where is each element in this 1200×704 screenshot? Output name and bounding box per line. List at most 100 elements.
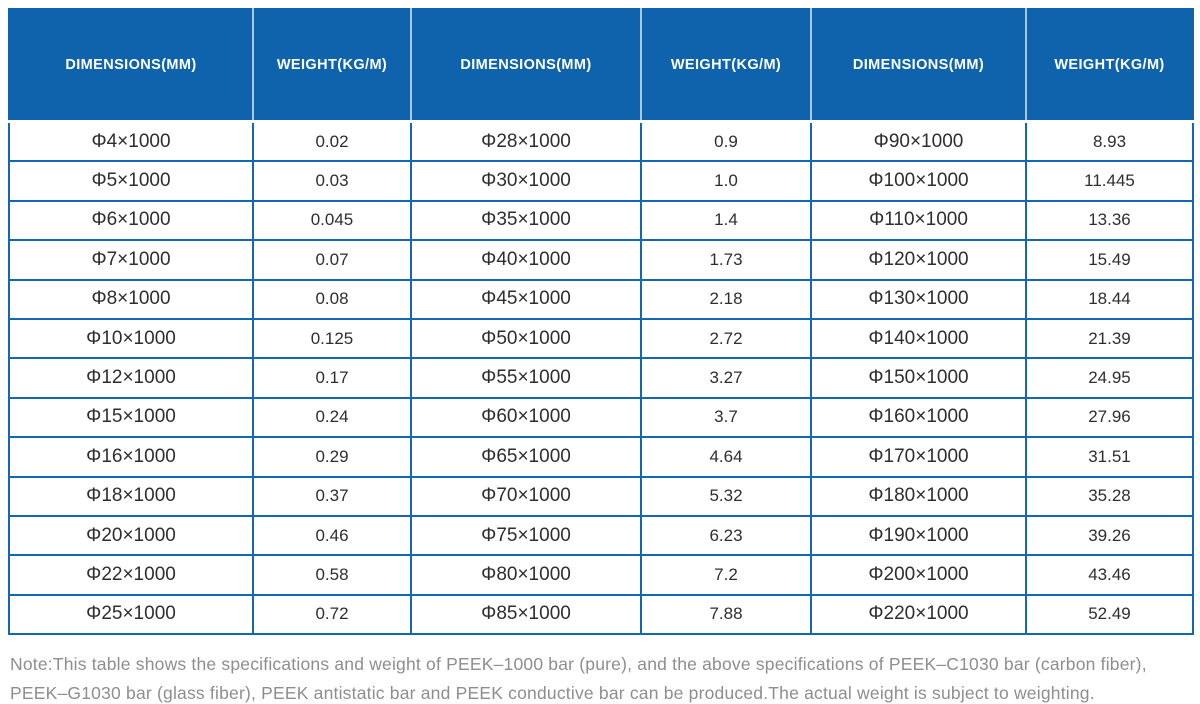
dimensions-cell: Φ25×1000 — [8, 593, 254, 636]
dimensions-cell: Φ170×1000 — [810, 436, 1027, 478]
weight-cell: 0.9 — [640, 120, 812, 163]
weight-cell: 39.26 — [1025, 514, 1194, 557]
weight-cell: 35.28 — [1025, 475, 1194, 517]
dimensions-cell: Φ100×1000 — [810, 160, 1027, 202]
dimensions-cell: Φ6×1000 — [8, 199, 254, 242]
dimensions-cell: Φ120×1000 — [810, 239, 1027, 281]
dimensions-cell: Φ150×1000 — [810, 357, 1027, 399]
dimensions-cell: Φ55×1000 — [410, 357, 642, 399]
table-row: Φ15×1000 0.24 Φ60×1000 3.7 Φ160×1000 27.96 — [8, 396, 1194, 439]
weight-cell: 4.64 — [640, 436, 812, 478]
dimensions-cell: Φ110×1000 — [810, 199, 1027, 242]
dimensions-cell: Φ190×1000 — [810, 514, 1027, 557]
table-row: Φ5×1000 0.03 Φ30×1000 1.0 Φ100×1000 11.445 — [8, 160, 1194, 202]
table-row: Φ10×1000 0.125 Φ50×1000 2.72 Φ140×1000 21.39 — [8, 317, 1194, 360]
weight-cell: 0.08 — [252, 278, 412, 320]
dimensions-cell: Φ90×1000 — [810, 120, 1027, 163]
table-row: Φ25×1000 0.72 Φ85×1000 7.88 Φ220×1000 52.49 — [8, 593, 1194, 636]
dimensions-cell: Φ50×1000 — [410, 317, 642, 360]
dimensions-cell: Φ16×1000 — [8, 436, 254, 478]
weight-cell: 24.95 — [1025, 357, 1194, 399]
weight-cell: 1.4 — [640, 199, 812, 242]
column-header-dimensions-2: DIMENSIONS(MM) — [411, 8, 642, 123]
dimensions-cell: Φ30×1000 — [410, 160, 642, 202]
dimensions-cell: Φ130×1000 — [810, 278, 1027, 320]
dimensions-cell: Φ18×1000 — [8, 475, 254, 517]
table-row: Φ16×1000 0.29 Φ65×1000 4.64 Φ170×1000 31.51 — [8, 436, 1194, 478]
weight-cell: 0.37 — [252, 475, 412, 517]
weight-cell: 3.7 — [640, 396, 812, 439]
dimensions-cell: Φ200×1000 — [810, 554, 1027, 596]
table-row: Φ8×1000 0.08 Φ45×1000 2.18 Φ130×1000 18.44 — [8, 278, 1194, 320]
weight-cell: 0.045 — [252, 199, 412, 242]
weight-cell: 7.2 — [640, 554, 812, 596]
dimensions-cell: Φ4×1000 — [8, 120, 254, 163]
dimensions-cell: Φ140×1000 — [810, 317, 1027, 360]
weight-cell: 0.29 — [252, 436, 412, 478]
dimensions-cell: Φ80×1000 — [410, 554, 642, 596]
weight-cell: 2.18 — [640, 278, 812, 320]
dimensions-cell: Φ220×1000 — [810, 593, 1027, 636]
dimensions-cell: Φ35×1000 — [410, 199, 642, 242]
dimensions-cell: Φ5×1000 — [8, 160, 254, 202]
weight-cell: 0.24 — [252, 396, 412, 439]
weight-cell: 27.96 — [1025, 396, 1194, 439]
weight-cell: 0.72 — [252, 593, 412, 636]
weight-cell: 18.44 — [1025, 278, 1194, 320]
table-row: Φ18×1000 0.37 Φ70×1000 5.32 Φ180×1000 35.28 — [8, 475, 1194, 517]
weight-cell: 0.07 — [252, 239, 412, 281]
dimensions-cell: Φ65×1000 — [410, 436, 642, 478]
table-note: Note:This table shows the specifications… — [10, 650, 1190, 704]
weight-cell: 21.39 — [1025, 317, 1194, 360]
dimensions-cell: Φ12×1000 — [8, 357, 254, 399]
dimensions-cell: Φ22×1000 — [8, 554, 254, 596]
dimensions-cell: Φ10×1000 — [8, 317, 254, 360]
weight-cell: 8.93 — [1025, 120, 1194, 163]
weight-cell: 2.72 — [640, 317, 812, 360]
peek-bar-spec-table: DIMENSIONS(MM) WEIGHT(KG/M) DIMENSIONS(M… — [8, 8, 1194, 636]
dimensions-cell: Φ15×1000 — [8, 396, 254, 439]
table-row: Φ20×1000 0.46 Φ75×1000 6.23 Φ190×1000 39.26 — [8, 514, 1194, 557]
dimensions-cell: Φ160×1000 — [810, 396, 1027, 439]
dimensions-cell: Φ40×1000 — [410, 239, 642, 281]
dimensions-cell: Φ20×1000 — [8, 514, 254, 557]
table-row: Φ7×1000 0.07 Φ40×1000 1.73 Φ120×1000 15.49 — [8, 239, 1194, 281]
weight-cell: 11.445 — [1025, 160, 1194, 202]
weight-cell: 3.27 — [640, 357, 812, 399]
dimensions-cell: Φ180×1000 — [810, 475, 1027, 517]
column-header-dimensions-3: DIMENSIONS(MM) — [811, 8, 1027, 123]
weight-cell: 0.17 — [252, 357, 412, 399]
dimensions-cell: Φ28×1000 — [410, 120, 642, 163]
weight-cell: 6.23 — [640, 514, 812, 557]
weight-cell: 0.03 — [252, 160, 412, 202]
column-header-weight-3: WEIGHT(KG/M) — [1026, 8, 1194, 123]
table-row: Φ12×1000 0.17 Φ55×1000 3.27 Φ150×1000 24.95 — [8, 357, 1194, 399]
weight-cell: 1.0 — [640, 160, 812, 202]
dimensions-cell: Φ70×1000 — [410, 475, 642, 517]
weight-cell: 31.51 — [1025, 436, 1194, 478]
weight-cell: 13.36 — [1025, 199, 1194, 242]
weight-cell: 52.49 — [1025, 593, 1194, 636]
note-line-1: Note:This table shows the specifications… — [10, 654, 1147, 675]
weight-cell: 15.49 — [1025, 239, 1194, 281]
weight-cell: 7.88 — [640, 593, 812, 636]
note-line-2: PEEK–G1030 bar (glass fiber), PEEK antis… — [10, 683, 1095, 704]
column-header-weight-2: WEIGHT(KG/M) — [641, 8, 812, 123]
table-row: Φ22×1000 0.58 Φ80×1000 7.2 Φ200×1000 43.46 — [8, 554, 1194, 596]
column-header-weight-1: WEIGHT(KG/M) — [253, 8, 412, 123]
weight-cell: 0.58 — [252, 554, 412, 596]
weight-cell: 0.46 — [252, 514, 412, 557]
weight-cell: 1.73 — [640, 239, 812, 281]
table-row: Φ6×1000 0.045 Φ35×1000 1.4 Φ110×1000 13.36 — [8, 199, 1194, 242]
dimensions-cell: Φ45×1000 — [410, 278, 642, 320]
table-header-row: DIMENSIONS(MM) WEIGHT(KG/M) DIMENSIONS(M… — [8, 8, 1194, 123]
weight-cell: 0.125 — [252, 317, 412, 360]
table-row: Φ4×1000 0.02 Φ28×1000 0.9 Φ90×1000 8.93 — [8, 120, 1194, 163]
dimensions-cell: Φ85×1000 — [410, 593, 642, 636]
weight-cell: 43.46 — [1025, 554, 1194, 596]
weight-cell: 5.32 — [640, 475, 812, 517]
dimensions-cell: Φ75×1000 — [410, 514, 642, 557]
table-body: Φ4×1000 0.02 Φ28×1000 0.9 Φ90×1000 8.93 Φ5×100… — [8, 120, 1194, 636]
column-header-dimensions-1: DIMENSIONS(MM) — [8, 8, 254, 123]
